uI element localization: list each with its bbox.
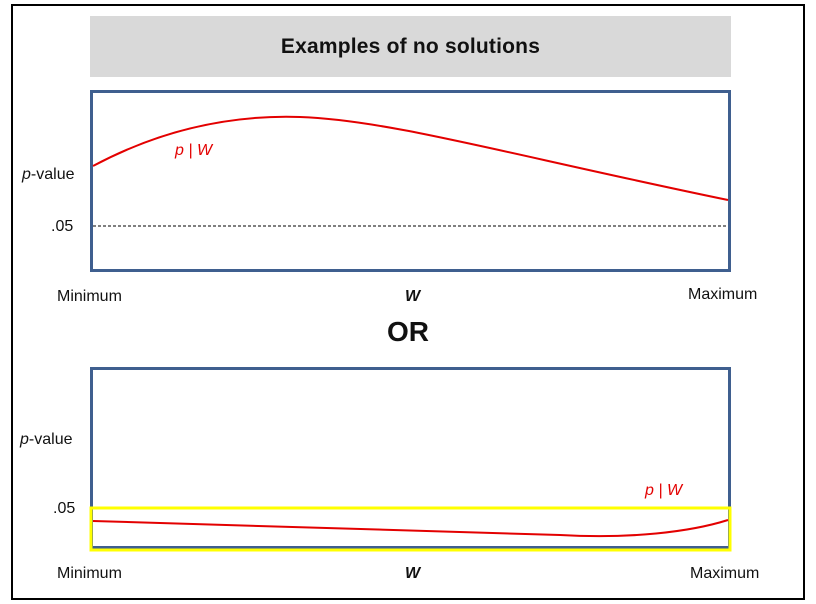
bottom-x-max-label: Maximum	[690, 565, 760, 582]
p-value-curve	[92, 115, 729, 201]
bottom-curve-label: p | W	[645, 482, 683, 499]
top-x-max-label: Maximum	[688, 286, 758, 303]
top-ylabel-suffix: -value	[30, 166, 75, 183]
top-plot-panel	[90, 90, 731, 272]
or-separator: OR	[387, 316, 429, 347]
bottom-plot-svg	[89, 506, 732, 552]
figure-title: Examples of no solutions	[90, 16, 731, 77]
highlight-box	[89, 506, 732, 552]
bottom-x-axis-label: W	[405, 565, 421, 582]
top-threshold-label: .05	[51, 218, 74, 235]
p-value-curve	[92, 519, 729, 538]
top-x-axis-label: W	[405, 288, 421, 305]
bottom-ylabel-suffix: -value	[28, 431, 73, 448]
bottom-ylabel: p-value	[20, 431, 72, 449]
top-ylabel: p-value	[22, 166, 74, 184]
top-plot-svg	[92, 115, 729, 227]
bottom-x-min-label: Minimum	[57, 565, 122, 582]
bottom-plot-panel	[89, 367, 732, 552]
top-x-min-label: Minimum	[57, 288, 122, 305]
top-curve-label: p | W	[175, 142, 213, 159]
bottom-ylabel-p: p	[20, 431, 29, 448]
bottom-threshold-label: .05	[53, 500, 76, 517]
top-ylabel-p: p	[22, 166, 31, 183]
